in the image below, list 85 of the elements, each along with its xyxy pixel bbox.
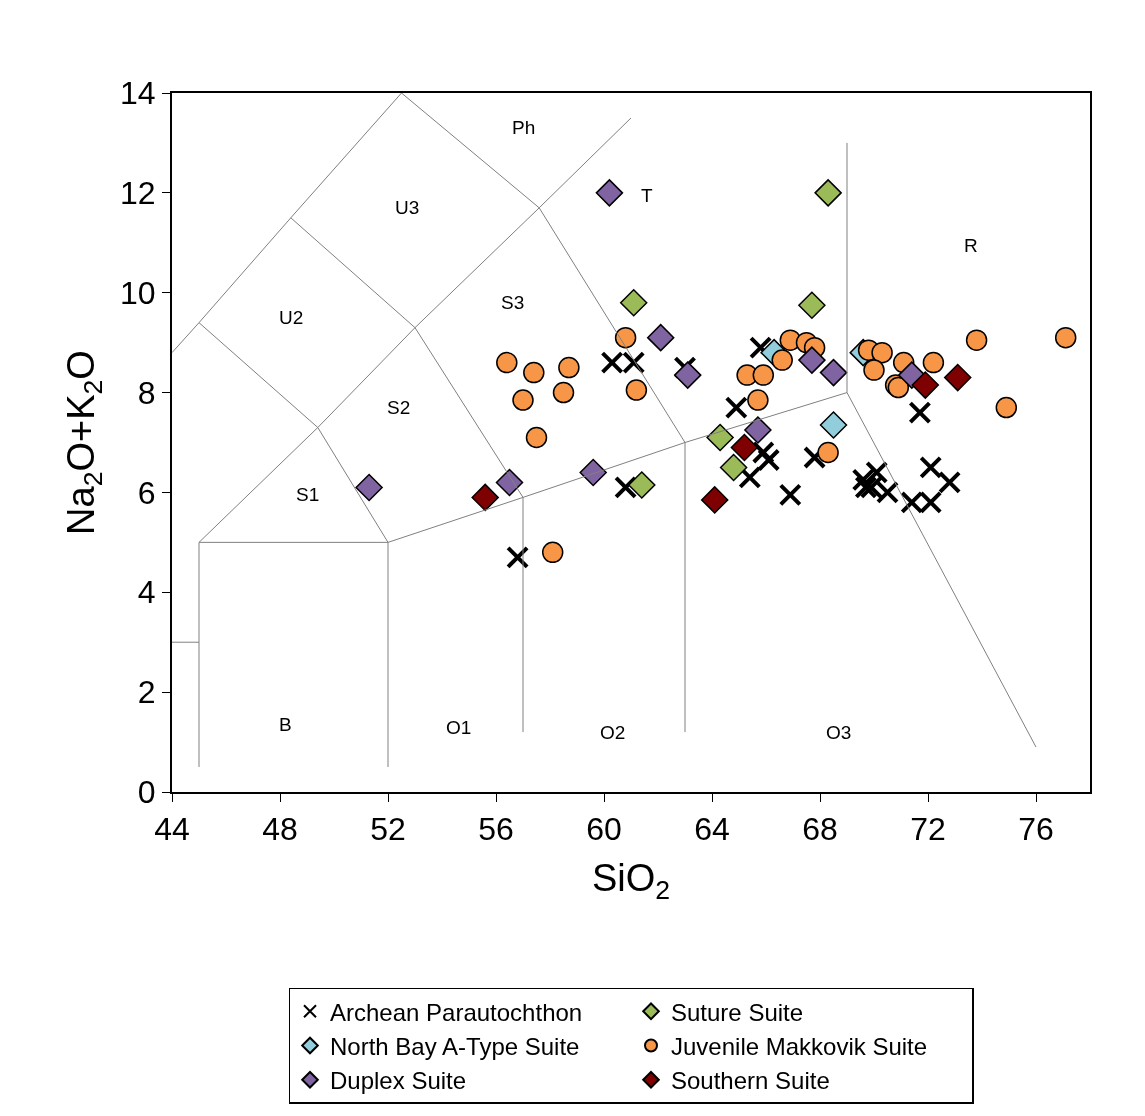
point <box>646 323 675 352</box>
y-tick-label: 12 <box>120 175 156 212</box>
point <box>614 326 637 349</box>
x-tick-label: 44 <box>154 811 190 848</box>
point <box>700 486 729 514</box>
point <box>673 361 702 389</box>
point <box>752 364 775 386</box>
point <box>922 351 945 374</box>
x-tick-label: 56 <box>478 811 514 848</box>
legend-label: Duplex Suite <box>330 1067 467 1095</box>
annotation: S3 <box>501 292 525 313</box>
annotation: B <box>279 714 292 735</box>
point <box>908 401 932 425</box>
point <box>995 396 1018 419</box>
x-tick-label: 52 <box>370 811 406 848</box>
legend-label: North Bay A-Type Suite <box>330 1032 580 1060</box>
y-tick-label: 14 <box>120 75 156 112</box>
point <box>628 471 656 499</box>
point <box>595 179 624 207</box>
legend-label: Archean Parautochthon <box>330 998 583 1026</box>
point <box>819 358 848 387</box>
point <box>911 371 940 399</box>
annotation: O2 <box>600 722 626 743</box>
point <box>798 346 826 374</box>
point <box>523 361 545 384</box>
point <box>552 381 575 404</box>
point <box>965 329 988 351</box>
point <box>625 379 648 401</box>
point <box>803 445 827 469</box>
point <box>512 389 534 411</box>
point <box>706 423 734 452</box>
x-tick-label: 64 <box>694 811 730 848</box>
x-tick-label: 60 <box>586 811 622 848</box>
legend-label: Suture Suite <box>671 998 804 1026</box>
point <box>619 288 648 317</box>
point <box>744 416 772 444</box>
point <box>355 473 383 502</box>
point <box>730 433 759 462</box>
legend-label: Juvenile Makkovik Suite <box>671 1032 928 1060</box>
point <box>778 483 802 507</box>
point <box>719 453 748 482</box>
point <box>943 363 972 392</box>
point <box>471 483 499 512</box>
point <box>558 356 580 379</box>
annotation: U2 <box>279 307 304 328</box>
point <box>814 179 842 207</box>
point <box>751 440 775 464</box>
point <box>817 441 839 464</box>
x-tick-label: 76 <box>1018 811 1054 848</box>
point <box>724 396 748 420</box>
annotation: O3 <box>826 722 852 743</box>
annotation: R <box>964 235 978 256</box>
y-tick-label: 8 <box>137 374 156 411</box>
y-tick-label: 4 <box>137 574 156 611</box>
point <box>938 470 962 494</box>
annotation: O1 <box>446 717 472 738</box>
point <box>541 541 564 564</box>
point <box>1054 326 1077 349</box>
point <box>863 359 885 381</box>
y-tick-label: 10 <box>120 274 156 311</box>
annotation: Ph <box>512 117 536 138</box>
x-tick-label: 68 <box>802 811 838 848</box>
point <box>495 468 524 497</box>
point <box>747 389 769 411</box>
legend-label: Southern Suite <box>671 1067 830 1095</box>
annotation: U3 <box>395 197 420 218</box>
point <box>496 351 518 374</box>
x-tick-label: 48 <box>262 811 298 848</box>
point <box>851 468 875 492</box>
point <box>525 426 548 449</box>
point <box>819 411 848 439</box>
x-tick-label: 72 <box>910 811 946 848</box>
annotation: S2 <box>387 397 411 418</box>
point <box>871 341 893 364</box>
annotation: T <box>641 185 653 206</box>
y-tick-label: 0 <box>137 774 156 811</box>
point <box>579 458 607 487</box>
point <box>757 448 781 472</box>
x-axis-title: SiO$_{2}$ <box>591 857 671 905</box>
annotation: S1 <box>296 484 320 505</box>
y-tick-label: 6 <box>137 474 156 511</box>
point <box>865 460 889 484</box>
point <box>919 455 943 479</box>
y-tick-label: 2 <box>137 674 156 711</box>
point <box>798 291 826 319</box>
